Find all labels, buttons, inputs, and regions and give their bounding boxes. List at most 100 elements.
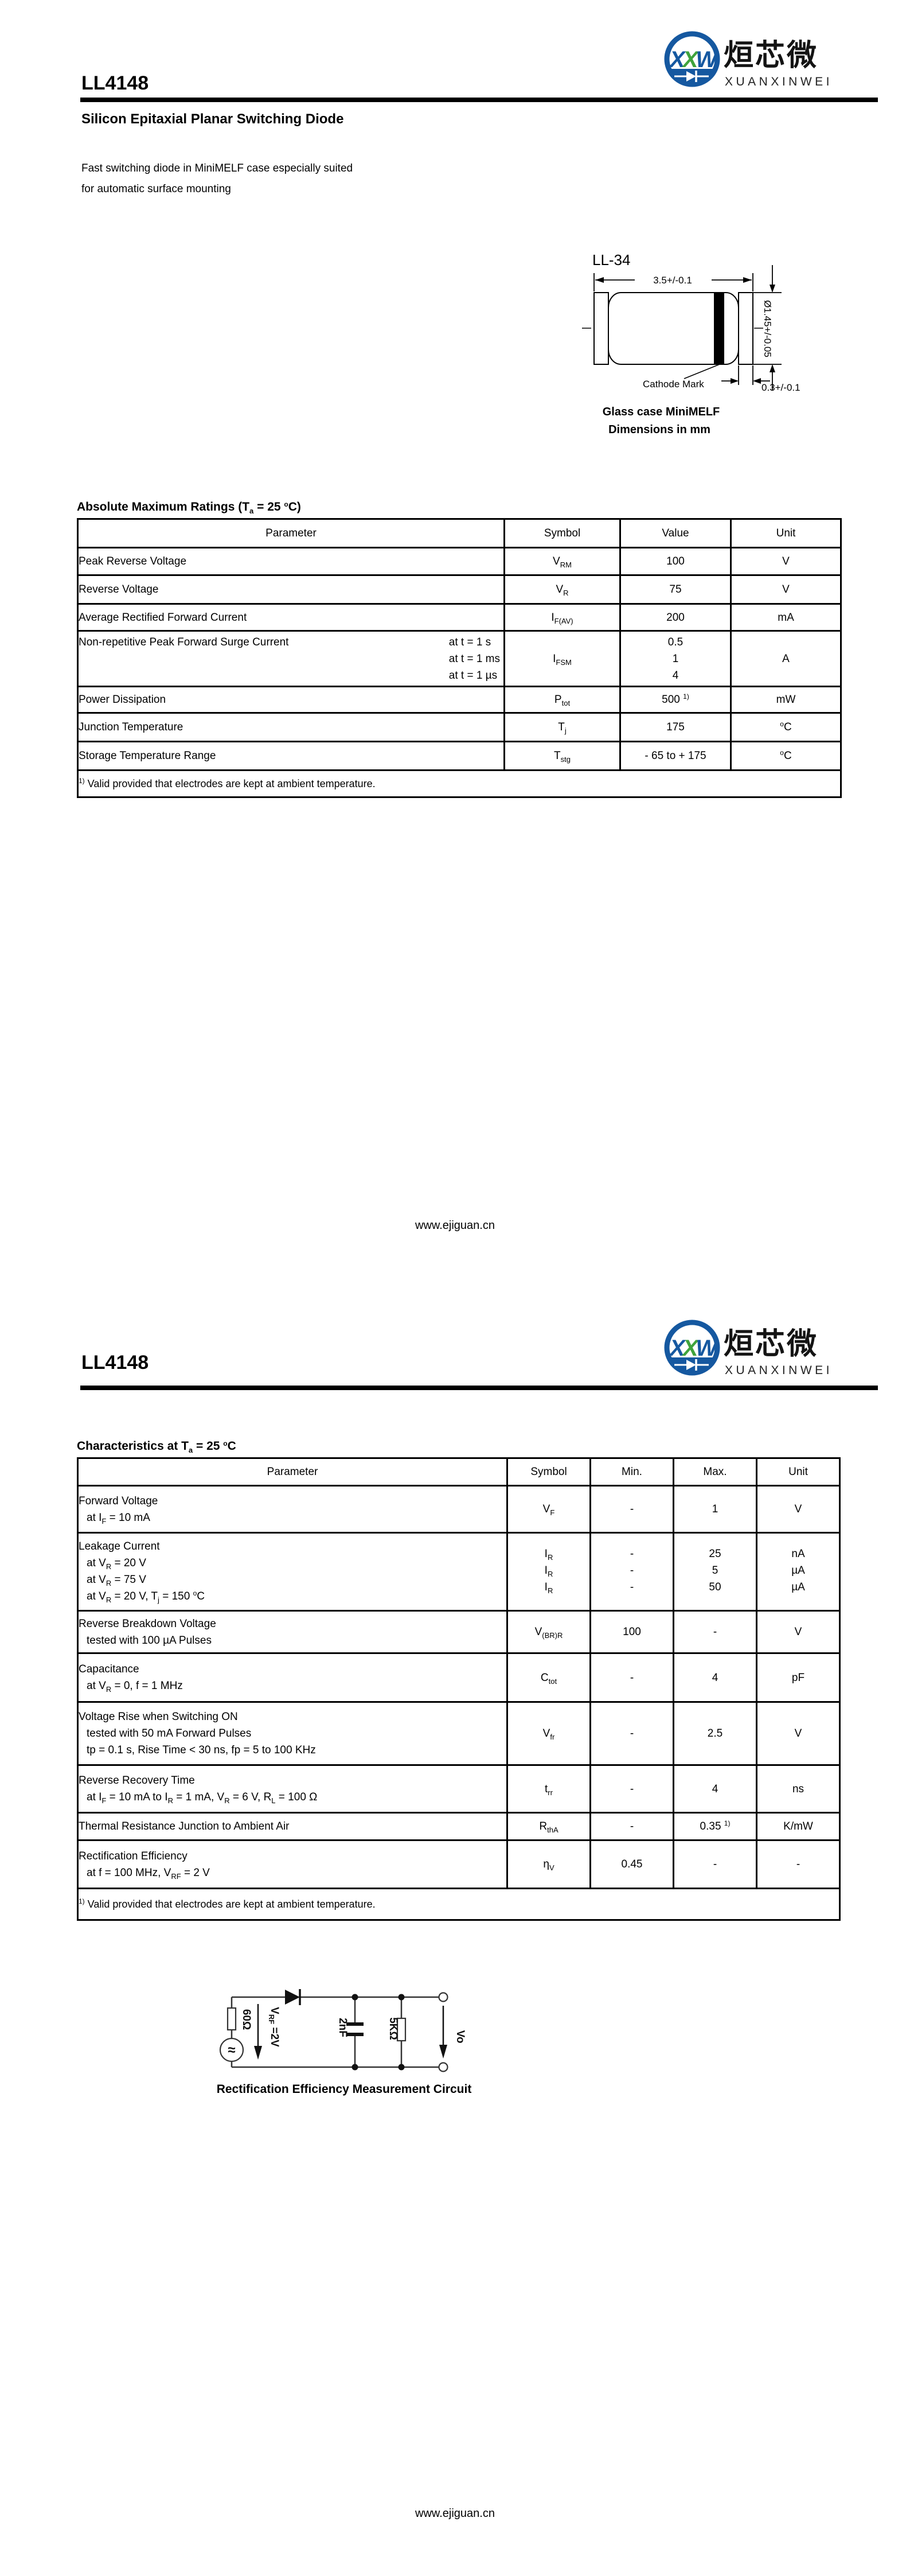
- value-cell: 200: [619, 603, 732, 632]
- param-cell: Power Dissipation: [77, 686, 505, 714]
- diode-icon: [674, 1359, 709, 1371]
- resistor-60ohm-label: 60Ω: [240, 2009, 252, 2030]
- logo-cn-text: 烜芯微: [724, 1328, 818, 1361]
- ac-source-symbol: ≈: [228, 2042, 235, 2058]
- footer-url[interactable]: www.ejiguan.cn: [415, 1219, 495, 1232]
- output-terminal-bottom: [438, 2062, 448, 2072]
- package-name-label: LL-34: [592, 251, 631, 269]
- resistor-60ohm: [226, 2007, 237, 2031]
- column-header: Parameter: [77, 1457, 508, 1487]
- diameter-dimension: Ø1.45+/-0.05: [753, 265, 782, 390]
- unit-cell: V: [756, 1610, 841, 1654]
- product-title: Silicon Epitaxial Planar Switching Diode: [81, 111, 344, 127]
- circuit-caption: Rectification Efficiency Measurement Cir…: [217, 2083, 472, 2096]
- max-cell: 4: [673, 1764, 757, 1814]
- circuit-figure: ≈ 60Ω VRF =2V 2nF 5KΩ Vo Rectification E…: [217, 1989, 472, 2096]
- package-figure: LL-34 3.5+/-0.1 Ø1.45+/-0.05 0.3+/-0.1: [582, 251, 800, 436]
- value-cell: 500 1): [619, 686, 732, 714]
- column-header: Symbol: [503, 518, 621, 548]
- length-dim-label: 3.5+/-0.1: [653, 275, 692, 286]
- unit-cell: oC: [730, 741, 842, 771]
- param-cell: Junction Temperature: [77, 712, 505, 742]
- capacitor-2nf: [346, 2022, 364, 2036]
- unit-cell: K/mW: [756, 1812, 841, 1841]
- unit-cell: mA: [730, 603, 842, 632]
- header-rule: [80, 1386, 878, 1390]
- logo-en-text: XUANXINWEI: [725, 75, 833, 88]
- brand-logo: XXW 烜芯微 XUANXINWEI: [664, 31, 833, 88]
- max-cell: 0.35 1): [673, 1812, 757, 1841]
- ratings-table: Parameter Symbol Value Unit Peak Reverse…: [77, 518, 842, 798]
- table-row: Thermal Resistance Junction to Ambient A…: [77, 1812, 841, 1841]
- table-header-row: Parameter Symbol Min. Max. Unit: [77, 1457, 841, 1487]
- value-cell: 75: [619, 574, 732, 605]
- param-cell: Thermal Resistance Junction to Ambient A…: [77, 1812, 508, 1841]
- column-header: Unit: [756, 1457, 841, 1487]
- table-row: Leakage Current at VR = 20 V at VR = 75 …: [77, 1532, 841, 1612]
- max-cell: -: [673, 1610, 757, 1654]
- unit-cell: oC: [730, 712, 842, 742]
- symbol-cell: RthA: [506, 1812, 591, 1841]
- table-header-row: Parameter Symbol Value Unit: [77, 518, 842, 548]
- footer-url[interactable]: www.ejiguan.cn: [415, 2507, 495, 2520]
- logo-cn-text: 烜芯微: [724, 39, 818, 72]
- figure-caption: Dimensions in mm: [608, 423, 710, 436]
- diode-symbol: [285, 1989, 301, 2005]
- cap-dim-label: 0.3+/-0.1: [761, 382, 800, 393]
- param-cell: Peak Reverse Voltage: [77, 547, 505, 576]
- column-header: Parameter: [77, 518, 505, 548]
- unit-cell: V: [730, 547, 842, 576]
- symbol-cell: Tj: [503, 712, 621, 742]
- min-cell: -: [589, 1652, 674, 1703]
- value-cell: 175: [619, 712, 732, 742]
- column-header: Min.: [589, 1457, 674, 1487]
- length-dimension: 3.5+/-0.1: [595, 275, 752, 286]
- description-line: for automatic surface mounting: [81, 183, 231, 195]
- part-number: LL4148: [81, 72, 149, 94]
- min-cell: - - -: [589, 1532, 674, 1612]
- logo-monogram: XXW: [669, 47, 719, 72]
- logo-en-text: XUANXINWEI: [725, 1364, 833, 1377]
- table-row: Reverse Recovery Time at IF = 10 mA to I…: [77, 1764, 841, 1814]
- symbol-cell: VF: [506, 1485, 591, 1534]
- logo-monogram: XXW: [669, 1336, 719, 1361]
- min-cell: -: [589, 1701, 674, 1766]
- symbol-cell: trr: [506, 1764, 591, 1814]
- part-number: LL4148: [81, 1352, 149, 1373]
- table-row: Non-repetitive Peak Forward Surge Curren…: [77, 630, 842, 687]
- param-cell: Reverse Breakdown Voltage tested with 10…: [77, 1610, 508, 1654]
- junction-dots: [351, 1994, 405, 2071]
- param-cell: Storage Temperature Range: [77, 741, 505, 771]
- output-terminal-top: [438, 1992, 448, 2002]
- symbol-cell: Ptot: [503, 686, 621, 714]
- max-cell: 1: [673, 1485, 757, 1534]
- param-cell: Reverse Recovery Time at IF = 10 mA to I…: [77, 1764, 508, 1814]
- param-cell: Rectification Efficiency at f = 100 MHz,…: [77, 1839, 508, 1889]
- symbol-cell: Vfr: [506, 1701, 591, 1766]
- unit-cell: A: [730, 630, 842, 687]
- table-row: Storage Temperature Range Tstg - 65 to +…: [77, 741, 842, 771]
- table-row: Voltage Rise when Switching ON tested wi…: [77, 1701, 841, 1766]
- symbol-cell: ηV: [506, 1839, 591, 1889]
- vo-label: Vo: [454, 2030, 466, 2044]
- resistor-5kohm-label: 5KΩ: [387, 2017, 399, 2040]
- column-header: Unit: [730, 518, 842, 548]
- circuit-wires: [231, 1996, 439, 2068]
- value-cell: 100: [619, 547, 732, 576]
- unit-cell: -: [756, 1839, 841, 1889]
- param-cell: Forward Voltage at IF = 10 mA: [77, 1485, 508, 1534]
- package-outline: [582, 292, 766, 365]
- symbol-cell: Tstg: [503, 741, 621, 771]
- max-cell: -: [673, 1839, 757, 1889]
- unit-cell: nA µA µA: [756, 1532, 841, 1612]
- max-cell: 4: [673, 1652, 757, 1703]
- vo-arrow: [439, 2006, 447, 2059]
- table-row: Power Dissipation Ptot 500 1) mW: [77, 686, 842, 714]
- vrf-arrow: [254, 2004, 262, 2060]
- table-footnote: 1) Valid provided that electrodes are ke…: [77, 1888, 841, 1921]
- value-cell: - 65 to + 175: [619, 741, 732, 771]
- table-row: Rectification Efficiency at f = 100 MHz,…: [77, 1839, 841, 1889]
- column-header: Value: [619, 518, 732, 548]
- table-footnote: 1) Valid provided that electrodes are ke…: [77, 769, 842, 798]
- footnote-row: 1) Valid provided that electrodes are ke…: [77, 769, 842, 798]
